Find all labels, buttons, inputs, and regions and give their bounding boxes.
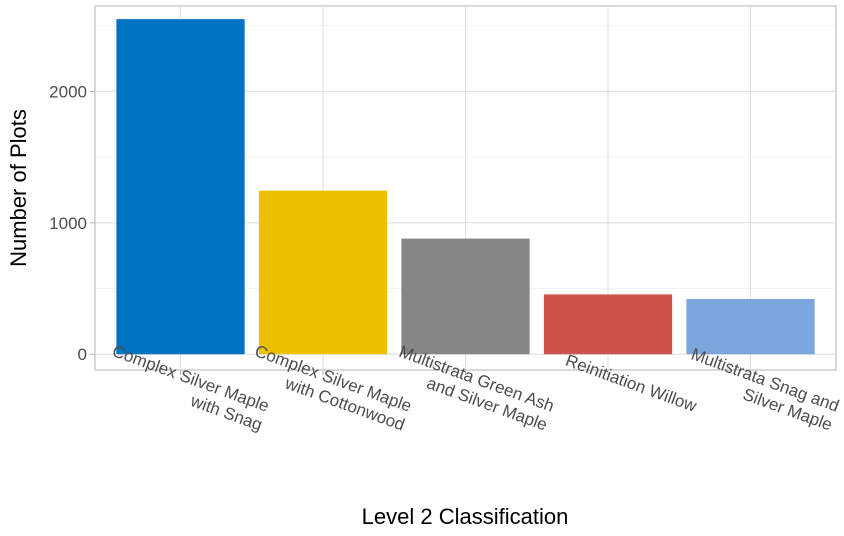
y-tick-label: 1000 (49, 214, 87, 233)
bar (686, 299, 815, 355)
y-tick-label: 0 (78, 345, 87, 364)
y-tick-label: 2000 (49, 82, 87, 101)
y-axis-title: Number of Plots (6, 109, 31, 267)
x-axis-title: Level 2 Classification (362, 504, 569, 529)
bars (116, 19, 815, 355)
bar (543, 294, 673, 355)
y-axis: 0 1000 2000 (49, 82, 95, 364)
bar (401, 238, 530, 355)
bar (116, 19, 245, 355)
bar (258, 190, 388, 355)
